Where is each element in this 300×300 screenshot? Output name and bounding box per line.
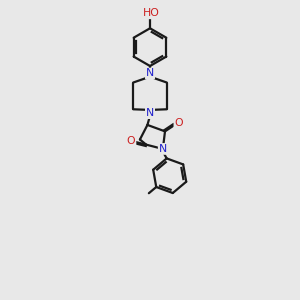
Text: N: N <box>146 68 154 79</box>
Text: N: N <box>146 108 154 118</box>
Text: O: O <box>127 136 136 146</box>
Text: N: N <box>159 144 167 154</box>
Text: O: O <box>174 118 183 128</box>
Text: HO: HO <box>142 8 160 18</box>
